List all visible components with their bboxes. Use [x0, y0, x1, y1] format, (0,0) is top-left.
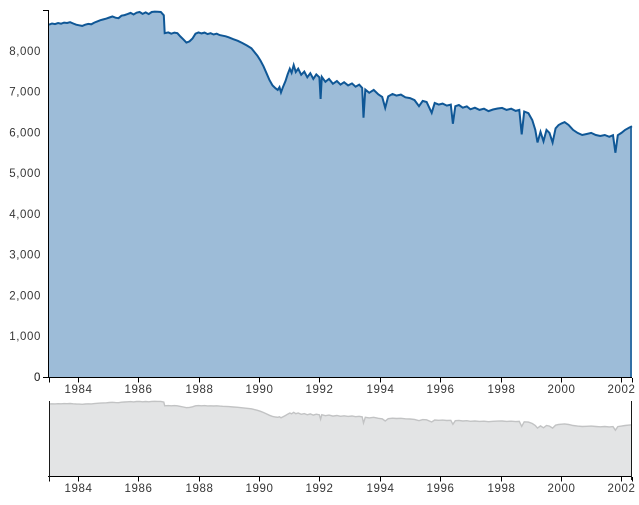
overview-series-line: [48, 400, 633, 432]
overview-x-tick-label: 1990: [246, 483, 274, 495]
overview-x-tick-label: 2000: [548, 483, 576, 495]
y-tick-label: 0: [34, 372, 41, 384]
overview-panel: 1984 1986 1988 1990 1992 1994 1996 1998 2000 2002: [48, 400, 636, 495]
range-selector-window[interactable]: [49, 401, 632, 476]
x-tick-label: 1996: [427, 384, 455, 396]
overview-area-fill: [49, 401, 632, 477]
y-tick-label: 5,000: [9, 168, 41, 180]
x-tick-label: 1984: [65, 384, 93, 396]
x-tick-label: 1998: [488, 384, 516, 396]
detail-panel: 0 1,000 2,000 3,000 4,000 5,000 6,000 7,000 8,00…: [9, 10, 635, 396]
x-tick-label: 1992: [306, 384, 334, 396]
overview-x-tick-label: 1992: [306, 483, 334, 495]
overview-x-tick-label: 1988: [186, 483, 214, 495]
overview-x-tick-label: 1996: [427, 483, 455, 495]
y-tick-label: 6,000: [9, 127, 41, 139]
main-area-fill: [49, 11, 632, 378]
overview-x-tick-label: 2002: [608, 483, 636, 495]
y-tick-label: 4,000: [9, 209, 41, 221]
overview-x-tick-label: 1998: [488, 483, 516, 495]
y-tick-label: 1,000: [9, 331, 41, 343]
x-tick-label: 2002: [608, 384, 636, 396]
y-tick-label: 2,000: [9, 290, 41, 302]
x-tick-label: 1994: [367, 384, 395, 396]
y-tick-label: 7,000: [9, 87, 41, 99]
x-tick-label: 1990: [246, 384, 274, 396]
main-series-line: [48, 10, 633, 153]
y-tick-label: 8,000: [9, 46, 41, 58]
x-tick-label: 1988: [186, 384, 214, 396]
y-tick-label-zero: 0: [34, 372, 41, 384]
overview-x-tick-label: 1984: [65, 483, 93, 495]
overview-x-tick-label: 1986: [125, 483, 153, 495]
overview-x-tick-label: 1994: [367, 483, 395, 495]
x-tick-label: 2000: [548, 384, 576, 396]
x-tick-label: 1986: [125, 384, 153, 396]
y-tick-label: 3,000: [9, 250, 41, 262]
